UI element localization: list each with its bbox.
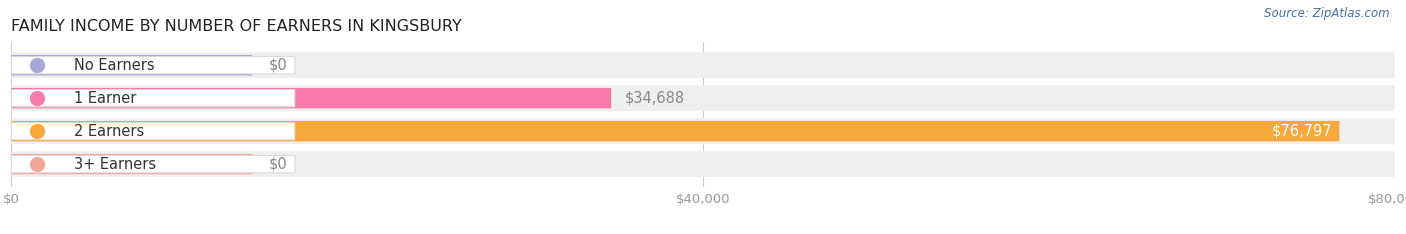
FancyBboxPatch shape: [11, 88, 612, 108]
Text: $0: $0: [269, 157, 288, 172]
FancyBboxPatch shape: [11, 154, 252, 174]
FancyBboxPatch shape: [11, 52, 1395, 78]
Text: $34,688: $34,688: [626, 91, 685, 106]
FancyBboxPatch shape: [11, 118, 1395, 144]
FancyBboxPatch shape: [11, 151, 1395, 177]
Text: Source: ZipAtlas.com: Source: ZipAtlas.com: [1264, 7, 1389, 20]
FancyBboxPatch shape: [11, 155, 295, 173]
Text: 2 Earners: 2 Earners: [73, 124, 143, 139]
Text: 1 Earner: 1 Earner: [73, 91, 136, 106]
Text: $0: $0: [269, 58, 288, 73]
FancyBboxPatch shape: [11, 55, 252, 75]
FancyBboxPatch shape: [11, 122, 295, 140]
FancyBboxPatch shape: [11, 57, 295, 74]
Text: 3+ Earners: 3+ Earners: [73, 157, 156, 172]
Text: No Earners: No Earners: [73, 58, 155, 73]
Text: $76,797: $76,797: [1272, 124, 1333, 139]
FancyBboxPatch shape: [11, 89, 295, 107]
FancyBboxPatch shape: [11, 121, 1340, 141]
FancyBboxPatch shape: [11, 85, 1395, 111]
Text: FAMILY INCOME BY NUMBER OF EARNERS IN KINGSBURY: FAMILY INCOME BY NUMBER OF EARNERS IN KI…: [11, 19, 463, 34]
